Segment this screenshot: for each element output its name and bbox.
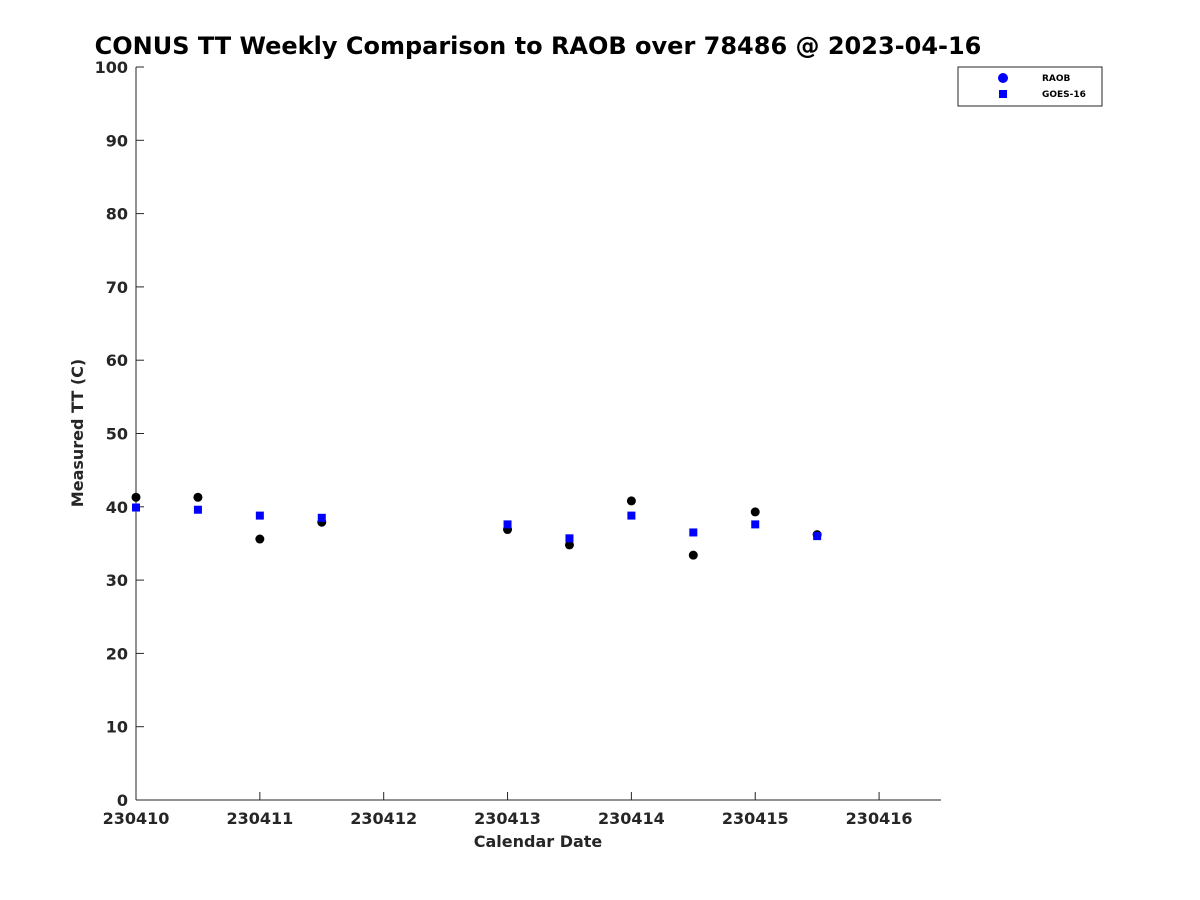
x-tick-label: 230412 (350, 809, 417, 828)
point-goes-16 (565, 534, 574, 543)
x-ticks: 230410 230411 230412 230413 230414 230415 2304… (103, 792, 913, 828)
legend-marker-goes-16 (999, 90, 1007, 98)
y-tick-label: 70 (106, 278, 128, 297)
point-goes-16 (132, 503, 140, 512)
x-tick-label: 230411 (226, 809, 293, 828)
legend-label-raob: RAOB (1042, 74, 1071, 84)
point-goes-16 (751, 520, 760, 529)
point-raob (193, 492, 203, 502)
y-tick-label: 10 (106, 718, 128, 737)
point-goes-16 (193, 505, 202, 514)
legend-label-goes-16: GOES-16 (1042, 90, 1086, 100)
point-goes-16 (317, 513, 326, 522)
point-raob (750, 507, 760, 517)
point-goes-16 (627, 511, 636, 520)
y-tick-label: 20 (106, 644, 128, 663)
y-tick-label: 40 (106, 498, 128, 517)
x-tick-label: 230416 (846, 809, 913, 828)
x-tick-label: 230410 (103, 809, 170, 828)
legend: RAOB GOES-16 (957, 66, 1103, 107)
point-goes-16 (503, 520, 512, 529)
y-tick-label: 80 (106, 205, 128, 224)
y-axis-label: Measured TT (C) (68, 359, 87, 507)
point-raob (688, 550, 698, 560)
chart-title: CONUS TT Weekly Comparison to RAOB over … (95, 32, 982, 60)
data-points (131, 492, 822, 560)
plot-area (135, 67, 941, 801)
x-tick-label: 230413 (474, 809, 541, 828)
point-raob (626, 496, 636, 506)
x-tick-label: 230415 (722, 809, 789, 828)
y-tick-label: 50 (106, 425, 128, 444)
y-ticks: 0 10 20 30 40 50 60 70 80 90 100 (95, 58, 144, 810)
y-tick-label: 60 (106, 351, 128, 370)
y-tick-label: 0 (117, 791, 128, 810)
point-goes-16 (813, 532, 822, 541)
point-raob (564, 540, 574, 550)
point-raob (255, 534, 265, 544)
x-tick-label: 230414 (598, 809, 665, 828)
legend-box (957, 66, 1103, 107)
y-tick-label: 100 (95, 58, 128, 77)
point-raob (131, 492, 141, 502)
y-tick-label: 30 (106, 571, 128, 590)
x-axis-label: Calendar Date (474, 832, 603, 851)
point-goes-16 (689, 528, 698, 537)
point-goes-16 (255, 511, 264, 520)
legend-marker-raob (998, 73, 1008, 83)
y-tick-label: 90 (106, 131, 128, 150)
